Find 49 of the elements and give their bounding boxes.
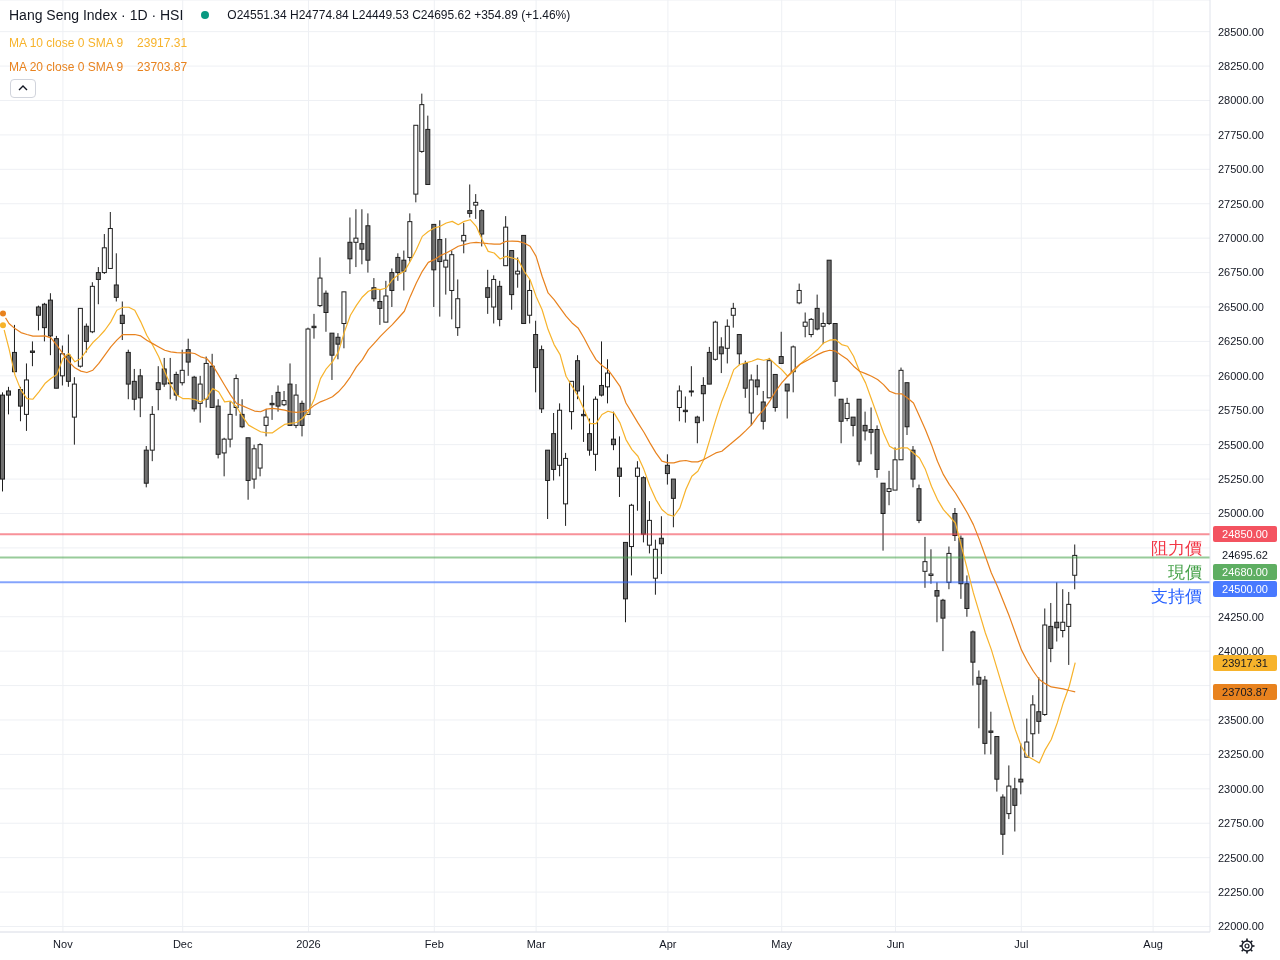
text: 24695.62 — [1213, 547, 1277, 564]
x-tick-label: Feb — [424, 937, 444, 950]
y-tick-label: 27500.00 — [1218, 163, 1264, 176]
y-tick-label: 23250.00 — [1218, 748, 1264, 761]
x-tick-label: May — [771, 937, 793, 950]
y-tick-label: 23500.00 — [1218, 713, 1264, 726]
y-tick-label: 23000.00 — [1218, 782, 1264, 795]
text: 24500.00 — [1213, 581, 1277, 598]
y-tick-label: 24250.00 — [1218, 610, 1264, 623]
y-tick-label: 25750.00 — [1218, 404, 1264, 417]
y-tick-label: 22250.00 — [1218, 885, 1264, 898]
y-tick-label: 25000.00 — [1218, 507, 1264, 520]
y-tick-label: 27000.00 — [1218, 232, 1264, 245]
x-tick-label: Dec — [172, 937, 193, 950]
y-tick-label: 22750.00 — [1218, 817, 1264, 830]
y-tick-label: 26250.00 — [1218, 335, 1264, 348]
y-tick-label: 27250.00 — [1218, 197, 1264, 210]
text: MA 10 close 0 SMA 9 — [9, 36, 124, 50]
y-tick-label: 28000.00 — [1218, 94, 1264, 107]
text: 23917.31 — [1222, 656, 1268, 669]
y-tick-label: 25250.00 — [1218, 472, 1264, 485]
text: Hang Seng Index · 1D · HSI — [9, 7, 184, 23]
annotation: 23917.31 — [137, 36, 188, 50]
y-tick-label: 28500.00 — [1218, 25, 1264, 38]
x-tick-label: Aug — [1143, 937, 1163, 950]
x-tick-label: Jun — [886, 937, 905, 950]
y-tick-label: 26750.00 — [1218, 266, 1264, 279]
text: 24850.00 — [1213, 526, 1277, 543]
x-tick-label: 2026 — [296, 937, 321, 950]
text: 23703.87 — [1222, 685, 1268, 698]
ref-line-label: 現價 — [1168, 562, 1202, 582]
annotation: 23703.87 — [137, 60, 188, 74]
y-tick-label: 22500.00 — [1218, 851, 1264, 864]
y-tick-label: 26000.00 — [1218, 369, 1264, 382]
ref-line-label: 支持價 — [1151, 587, 1202, 607]
y-tick-label: 25500.00 — [1218, 438, 1264, 451]
x-tick-label: Nov — [53, 937, 74, 950]
y-tick-label: 22000.00 — [1218, 920, 1264, 933]
y-tick-label: 24000.00 — [1218, 645, 1264, 658]
x-tick-label: Mar — [526, 937, 546, 950]
text: 24680.00 — [1213, 564, 1277, 581]
ref-line-label: 阻力價 — [1151, 539, 1202, 559]
x-tick-label: Jul — [1014, 937, 1029, 950]
y-tick-label: 26500.00 — [1218, 300, 1264, 313]
text: O24551.34 H24774.84 L24449.53 C24695.62 +354.89 (+1.46%) — [227, 8, 571, 22]
y-tick-label: 27750.00 — [1218, 128, 1264, 141]
y-tick-label: 28250.00 — [1218, 59, 1264, 72]
text: MA 20 close 0 SMA 9 — [9, 60, 124, 74]
x-tick-label: Apr — [659, 937, 677, 950]
